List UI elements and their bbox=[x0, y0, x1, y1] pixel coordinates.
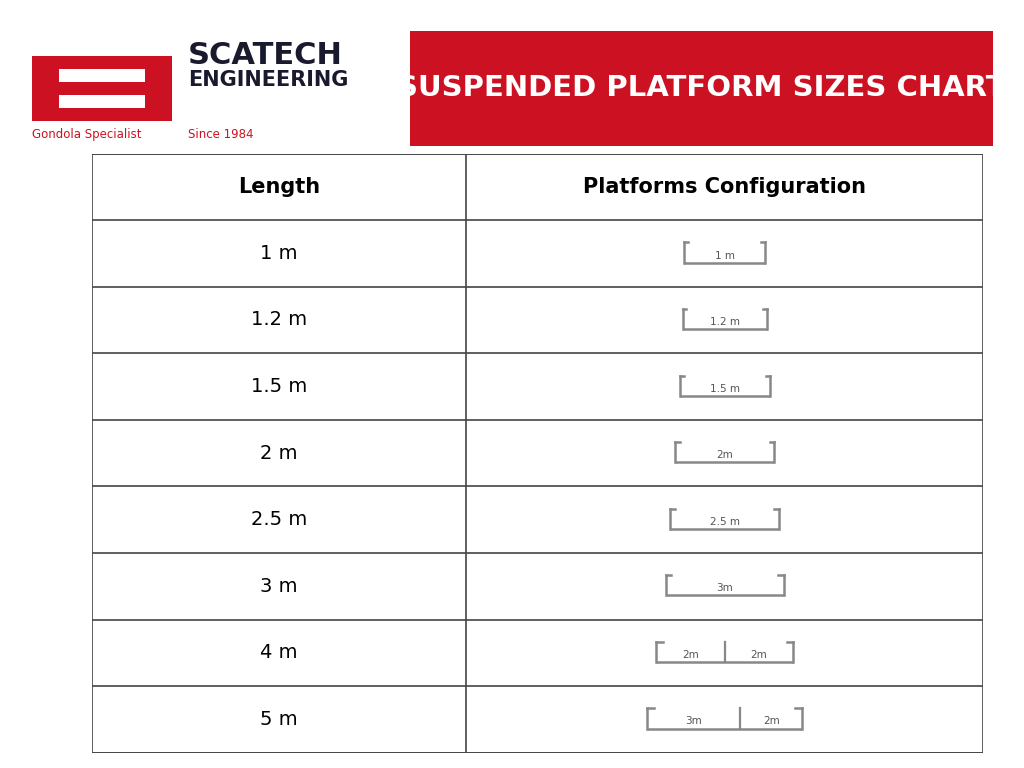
Bar bbox=[32, 108, 172, 121]
Bar bbox=[32, 55, 172, 68]
Bar bbox=[32, 56, 59, 121]
Bar bbox=[32, 81, 172, 94]
Bar bbox=[145, 56, 172, 121]
Text: 4 m: 4 m bbox=[260, 644, 298, 662]
Text: ENGINEERING: ENGINEERING bbox=[187, 71, 348, 91]
FancyBboxPatch shape bbox=[386, 26, 1017, 151]
Text: 1.5 m: 1.5 m bbox=[251, 377, 307, 396]
Text: 1.2 m: 1.2 m bbox=[251, 310, 307, 329]
Text: 3m: 3m bbox=[717, 584, 733, 594]
Text: 2m: 2m bbox=[751, 650, 767, 660]
Text: 3 m: 3 m bbox=[260, 577, 298, 596]
Text: 2m: 2m bbox=[682, 650, 699, 660]
Text: 2m: 2m bbox=[717, 450, 733, 460]
Text: 2.5 m: 2.5 m bbox=[710, 517, 739, 527]
Text: SCATECH: SCATECH bbox=[187, 41, 343, 70]
Text: Platforms Configuration: Platforms Configuration bbox=[584, 177, 866, 197]
Text: 1 m: 1 m bbox=[715, 250, 734, 260]
Text: 1 m: 1 m bbox=[260, 244, 298, 263]
Text: 3m: 3m bbox=[685, 717, 702, 727]
Text: 1.2 m: 1.2 m bbox=[710, 317, 739, 327]
Text: 2.5 m: 2.5 m bbox=[251, 510, 307, 529]
Text: 1.5 m: 1.5 m bbox=[710, 384, 739, 394]
Text: Since 1984: Since 1984 bbox=[187, 127, 253, 141]
Text: Length: Length bbox=[239, 177, 321, 197]
Text: SUSPENDED PLATFORM SIZES CHART: SUSPENDED PLATFORM SIZES CHART bbox=[397, 74, 1006, 102]
Text: 2 m: 2 m bbox=[260, 444, 298, 462]
Text: 5 m: 5 m bbox=[260, 710, 298, 729]
Text: 2m: 2m bbox=[763, 717, 779, 727]
Text: Gondola Specialist: Gondola Specialist bbox=[32, 127, 141, 141]
